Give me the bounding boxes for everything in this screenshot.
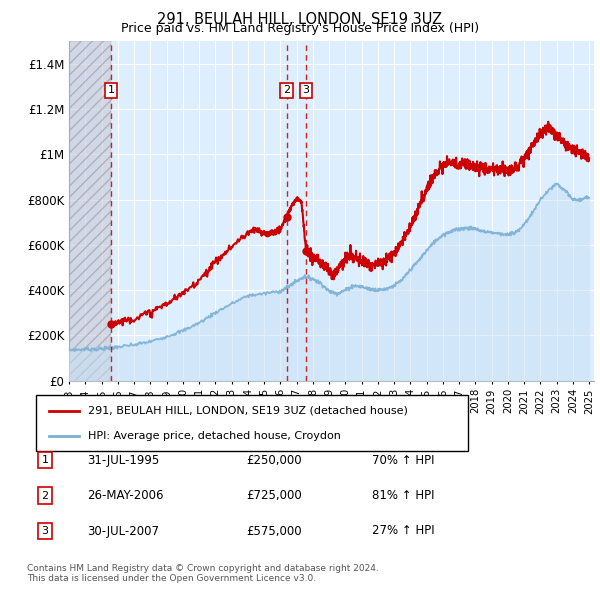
Text: This data is licensed under the Open Government Licence v3.0.: This data is licensed under the Open Gov…	[27, 574, 316, 583]
Text: 26-MAY-2006: 26-MAY-2006	[87, 489, 163, 502]
Text: 3: 3	[41, 526, 49, 536]
Text: 2: 2	[283, 86, 290, 96]
Text: 1: 1	[41, 455, 49, 465]
Text: 27% ↑ HPI: 27% ↑ HPI	[372, 525, 434, 537]
Text: Price paid vs. HM Land Registry's House Price Index (HPI): Price paid vs. HM Land Registry's House …	[121, 22, 479, 35]
Text: £575,000: £575,000	[246, 525, 302, 537]
Text: £725,000: £725,000	[246, 489, 302, 502]
Bar	[69, 41, 111, 381]
Text: 3: 3	[302, 86, 310, 96]
Text: 30-JUL-2007: 30-JUL-2007	[87, 525, 159, 537]
Text: 31-JUL-1995: 31-JUL-1995	[87, 454, 159, 467]
Text: HPI: Average price, detached house, Croydon: HPI: Average price, detached house, Croy…	[88, 431, 341, 441]
Text: 291, BEULAH HILL, LONDON, SE19 3UZ: 291, BEULAH HILL, LONDON, SE19 3UZ	[157, 12, 443, 27]
Text: 70% ↑ HPI: 70% ↑ HPI	[372, 454, 434, 467]
Text: 2: 2	[41, 491, 49, 500]
Text: £250,000: £250,000	[246, 454, 302, 467]
FancyBboxPatch shape	[36, 395, 468, 451]
Text: Contains HM Land Registry data © Crown copyright and database right 2024.: Contains HM Land Registry data © Crown c…	[27, 565, 379, 573]
Text: 1: 1	[107, 86, 115, 96]
Text: 291, BEULAH HILL, LONDON, SE19 3UZ (detached house): 291, BEULAH HILL, LONDON, SE19 3UZ (deta…	[88, 406, 408, 416]
Text: 81% ↑ HPI: 81% ↑ HPI	[372, 489, 434, 502]
